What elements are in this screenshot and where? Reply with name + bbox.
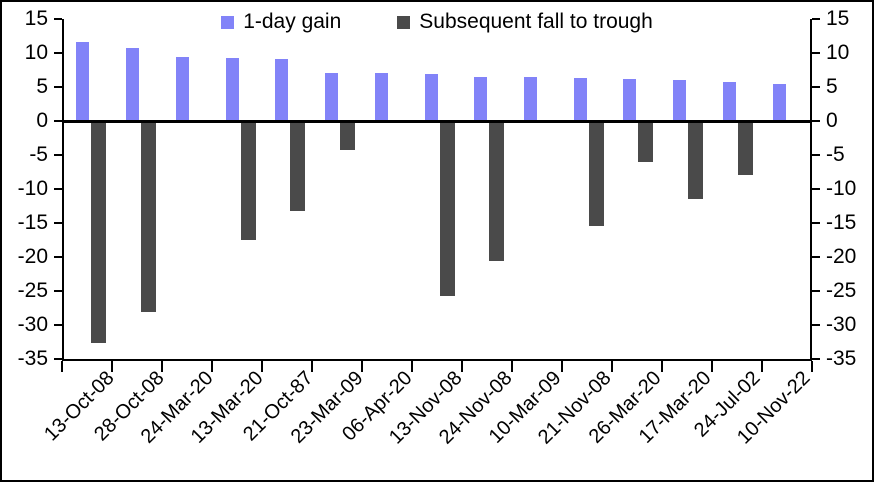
plot-area [62,19,812,361]
y-axis-label-left: -5 [29,143,48,166]
x-tick [611,361,613,372]
bar-1-day-gain [673,80,687,121]
y-tick-left [54,358,62,360]
bar-fall-to-trough [91,121,107,343]
y-axis-label-right: 5 [826,75,838,98]
y-tick-right [812,358,820,360]
y-tick-right [812,324,820,326]
y-tick-left [54,86,62,88]
y-axis-label-right: 0 [826,109,838,132]
x-tick [511,361,513,372]
y-tick-left [54,290,62,292]
zero-line [64,119,810,123]
y-axis-label-left: -15 [17,211,48,234]
x-tick [461,361,463,372]
y-axis-label-left: -10 [17,177,48,200]
y-tick-right [812,256,820,258]
y-axis-label-left: -25 [17,279,48,302]
x-tick [61,361,63,372]
y-axis-label-right: -15 [826,211,857,234]
bar-1-day-gain [523,77,537,121]
y-tick-left [54,52,62,54]
x-tick [311,361,313,372]
bar-fall-to-trough [737,121,753,175]
legend-label-fall-to-trough: Subsequent fall to trough [419,10,653,33]
y-tick-right [812,52,820,54]
legend-swatch-gain-icon [221,15,235,29]
bar-1-day-gain [225,57,239,121]
y-axis-label-left: 5 [36,75,48,98]
y-axis-label-right: 15 [826,7,850,30]
y-tick-right [812,222,820,224]
x-tick [261,361,263,372]
bar-fall-to-trough [340,121,356,150]
bar-fall-to-trough [240,121,256,240]
bar-1-day-gain [424,74,438,121]
legend-label-1-day-gain: 1-day gain [243,10,342,33]
y-axis-label-right: -20 [826,245,857,268]
y-axis-label-left: -20 [17,245,48,268]
bar-fall-to-trough [290,121,306,212]
y-axis-label-right: -30 [826,313,857,336]
y-axis-label-left: 15 [24,7,48,30]
y-tick-left [54,256,62,258]
y-tick-left [54,324,62,326]
y-tick-left [54,154,62,156]
x-tick [661,361,663,372]
y-tick-left [54,188,62,190]
bar-1-day-gain [772,83,786,121]
bar-1-day-gain [623,78,637,121]
y-tick-right [812,154,820,156]
bar-1-day-gain [474,76,488,121]
y-axis-label-left: -35 [17,347,48,370]
y-tick-left [54,18,62,20]
bar-1-day-gain [722,82,736,121]
bar-1-day-gain [175,57,189,121]
bar-1-day-gain [374,73,388,121]
x-tick [711,361,713,372]
x-tick [411,361,413,372]
y-tick-right [812,86,820,88]
x-tick [211,361,213,372]
bar-fall-to-trough [141,121,157,313]
legend-item-fall-to-trough: Subsequent fall to trough [397,10,653,34]
x-tick [811,361,813,372]
y-axis-label-right: 10 [826,41,850,64]
bar-fall-to-trough [588,121,604,226]
bar-1-day-gain [126,47,140,121]
bar-fall-to-trough [439,121,455,297]
bar-1-day-gain [275,59,289,121]
y-axis-label-left: -30 [17,313,48,336]
x-tick [561,361,563,372]
x-tick [161,361,163,372]
y-tick-left [54,120,62,122]
bar-fall-to-trough [638,121,654,163]
y-axis-label-right: -5 [826,143,845,166]
bar-1-day-gain [573,78,587,121]
x-tick [111,361,113,372]
chart-legend: 1-day gain Subsequent fall to trough [2,10,872,34]
y-tick-right [812,290,820,292]
bar-1-day-gain [76,42,90,121]
y-axis-label-right: -35 [826,347,857,370]
legend-swatch-fall-icon [397,15,411,29]
y-axis-label-right: -25 [826,279,857,302]
bar-fall-to-trough [489,121,505,262]
y-tick-left [54,222,62,224]
y-axis-label-right: -10 [826,177,857,200]
x-tick [361,361,363,372]
y-tick-right [812,120,820,122]
y-tick-right [812,188,820,190]
x-tick [761,361,763,372]
legend-item-1-day-gain: 1-day gain [221,10,341,34]
y-axis-label-left: 10 [24,41,48,64]
bar-1-day-gain [325,72,339,121]
y-tick-right [812,18,820,20]
y-axis-label-left: 0 [36,109,48,132]
bar-fall-to-trough [688,121,704,200]
